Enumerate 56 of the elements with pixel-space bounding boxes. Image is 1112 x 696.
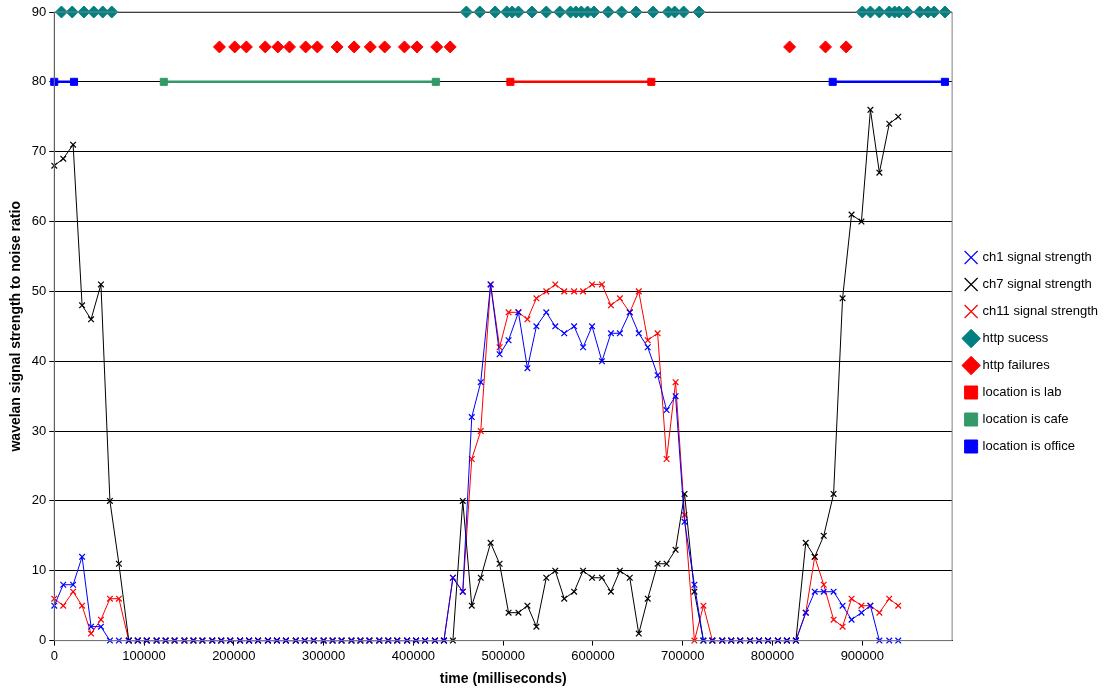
point	[430, 40, 444, 54]
y-tick-label: 0	[39, 632, 47, 648]
x-tick-label: 200000	[212, 647, 256, 663]
legend-label: ch7 signal strength	[982, 276, 1092, 292]
point	[397, 40, 411, 54]
point	[363, 40, 377, 54]
point	[299, 40, 313, 54]
x-tick-label: 400000	[391, 647, 436, 663]
legend-label: ch11 signal strength	[982, 303, 1098, 319]
legend-label: location is office	[982, 438, 1075, 454]
y-tick-label: 90	[31, 3, 47, 19]
legend-label: http failures	[982, 357, 1051, 373]
point	[258, 40, 272, 54]
x-tick-label: 100000	[122, 647, 166, 663]
x-tick-label: 700000	[661, 647, 705, 663]
point	[378, 40, 392, 54]
point	[283, 40, 296, 54]
point	[212, 40, 226, 54]
point	[159, 77, 168, 86]
point	[69, 77, 79, 86]
y-tick-label: 80	[31, 73, 47, 89]
x-tick-label: 0	[50, 647, 58, 663]
point	[940, 77, 949, 86]
legend-label: location is lab	[982, 384, 1062, 400]
y-tick-label: 70	[31, 143, 47, 159]
y-tick-label: 60	[31, 213, 47, 229]
point	[347, 40, 361, 54]
y-axis-title: wavelan signal strength to noise ratio	[7, 201, 24, 453]
x-tick-label: 500000	[481, 647, 525, 663]
point	[410, 40, 424, 54]
x-axis-title: time (milliseconds)	[439, 670, 567, 687]
x-tick-label: 900000	[840, 647, 885, 663]
point	[431, 77, 440, 86]
point	[828, 77, 837, 86]
point	[239, 40, 253, 54]
point	[783, 40, 797, 54]
y-tick-label: 20	[31, 492, 47, 508]
point	[228, 40, 242, 54]
legend-label: ch1 signal strength	[982, 249, 1092, 265]
y-tick-label: 10	[31, 562, 47, 578]
y-tick-label: 30	[31, 422, 47, 438]
legend-label: http sucess	[982, 330, 1049, 346]
point	[443, 40, 457, 54]
legend-label: location is cafe	[982, 411, 1069, 427]
point	[819, 40, 833, 54]
x-tick-label: 600000	[571, 647, 615, 663]
y-tick-label: 50	[31, 282, 47, 298]
point	[647, 77, 656, 86]
point	[839, 40, 853, 54]
x-tick-label: 800000	[750, 647, 795, 663]
x-tick-label: 300000	[301, 647, 346, 663]
y-tick-label: 40	[31, 352, 47, 368]
point	[330, 40, 344, 54]
point	[271, 40, 285, 54]
point	[506, 77, 515, 86]
point	[310, 40, 324, 54]
